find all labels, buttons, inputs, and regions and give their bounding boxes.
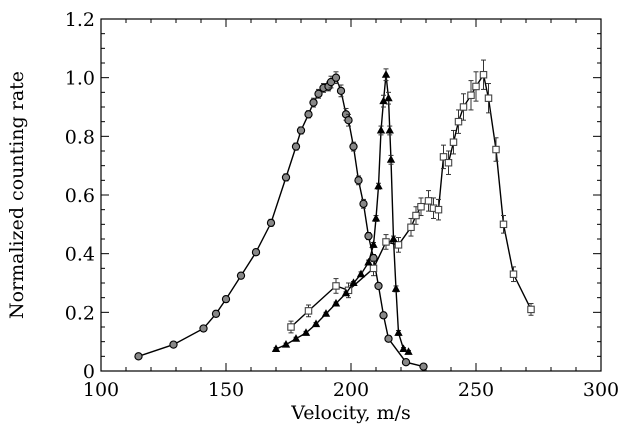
x-tick-label: 150 (208, 379, 244, 401)
x-axis-label: Velocity, m/s (290, 402, 411, 424)
data-point (439, 153, 448, 161)
data-point (311, 319, 321, 328)
data-point (364, 257, 373, 266)
data-point (407, 223, 415, 232)
x-tick-label: 100 (83, 379, 119, 401)
data-point (287, 323, 295, 331)
x-tick-label: 200 (333, 379, 369, 401)
data-point (404, 347, 413, 355)
data-point (134, 352, 143, 361)
data-point (454, 117, 463, 126)
data-point (281, 173, 291, 182)
data-point (336, 86, 346, 96)
data-point (331, 298, 341, 307)
y-tick-label: 0.4 (65, 244, 95, 266)
data-point (384, 93, 393, 102)
y-tick-label: 1.2 (65, 9, 95, 31)
data-point (344, 116, 353, 125)
data-point (509, 270, 518, 278)
y-tick-label: 0.8 (65, 126, 95, 148)
data-point (467, 91, 475, 100)
x-tick-label: 250 (458, 379, 494, 401)
data-point (389, 234, 398, 243)
data-point (236, 271, 246, 280)
data-point (281, 339, 291, 348)
data-point (169, 340, 178, 349)
data-point (251, 248, 261, 257)
ticks-layer: 100 150 200 250 300 0 0.2 0.4 0.6 0.8 1.0 1.2 (65, 9, 619, 401)
data-point (221, 294, 231, 304)
data-point (401, 358, 411, 367)
data-point (266, 218, 276, 228)
data-point (314, 89, 323, 98)
data-point (354, 176, 363, 185)
data-point (296, 126, 306, 135)
data-point (271, 344, 281, 353)
data-point (349, 142, 358, 151)
data-point (394, 328, 403, 336)
y-tick-label: 0.6 (65, 185, 95, 207)
data-point (399, 344, 408, 353)
data-point (304, 307, 313, 315)
data-point (199, 324, 208, 333)
data-point (394, 241, 403, 249)
data-point (484, 94, 493, 102)
series-line-circle (138, 76, 424, 368)
data-point (385, 125, 394, 134)
data-point (412, 211, 420, 220)
y-tick-label: 0.2 (65, 302, 95, 324)
y-tick-label: 0 (83, 361, 95, 383)
data-point (384, 334, 393, 343)
x-tick-label: 300 (583, 379, 619, 401)
data-point (444, 158, 453, 167)
data-point (349, 278, 358, 287)
data-point (341, 288, 351, 297)
data-point (459, 103, 468, 111)
y-axis-label: Normalized counting rate (6, 71, 28, 319)
series-layer (134, 59, 535, 371)
data-point (369, 240, 378, 248)
data-point (381, 70, 391, 78)
data-point (472, 82, 480, 91)
data-point (211, 309, 221, 318)
data-point (369, 264, 378, 273)
data-point (499, 220, 508, 229)
data-point (291, 334, 301, 342)
data-point (386, 155, 396, 163)
data-point (309, 98, 318, 107)
plot-frame (100, 18, 602, 372)
data-point (304, 110, 313, 119)
data-point (359, 199, 368, 208)
data-point (449, 138, 458, 146)
data-point (291, 142, 301, 151)
data-point (374, 181, 383, 190)
data-point (382, 238, 390, 246)
data-point (376, 125, 386, 134)
data-point (479, 70, 488, 79)
y-tick-label: 1.0 (65, 68, 95, 90)
series-line-triangle (275, 74, 409, 353)
data-point (379, 311, 388, 320)
data-point (434, 205, 443, 214)
data-point (374, 281, 383, 291)
data-point (424, 197, 433, 205)
data-point (331, 73, 341, 82)
data-point (332, 282, 340, 290)
data-point (391, 284, 401, 292)
data-point (301, 328, 311, 336)
data-point (371, 213, 381, 222)
data-point (321, 309, 331, 317)
data-point (527, 305, 535, 314)
data-point (356, 269, 366, 278)
data-point (492, 145, 500, 154)
data-point (419, 362, 428, 371)
data-point (417, 202, 425, 211)
data-point (364, 231, 373, 241)
series-line-square (290, 72, 532, 328)
